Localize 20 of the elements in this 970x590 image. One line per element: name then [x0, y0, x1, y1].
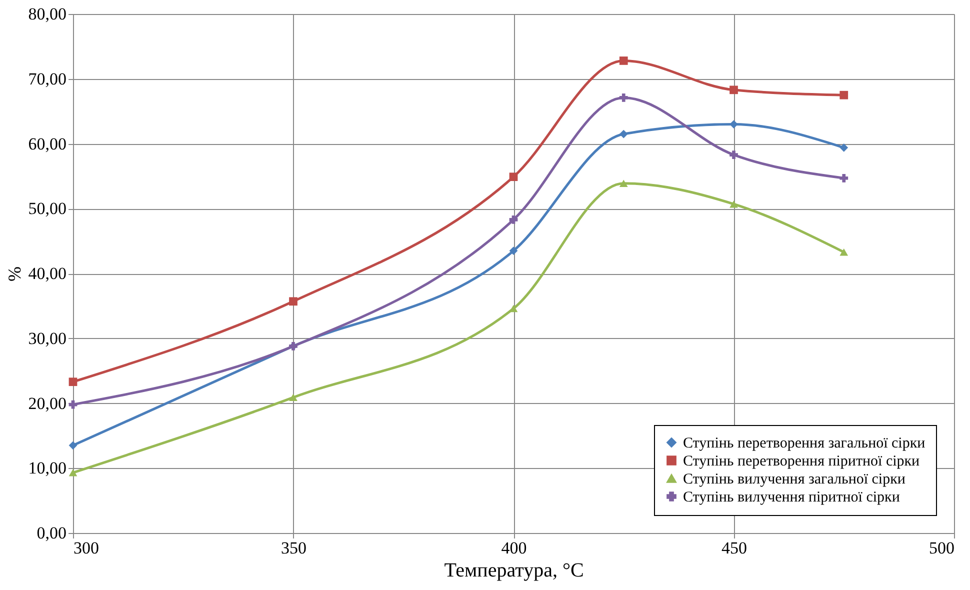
x-tick-label: 350 [281, 538, 306, 558]
y-tick-label: 60,00 [28, 134, 66, 154]
y-tick-label: 0,00 [36, 524, 66, 542]
x-axis-title: Температура, °C [444, 560, 584, 582]
legend-label: Ступінь перетворення загальної сірки [683, 436, 926, 452]
y-tick-label: 70,00 [28, 69, 66, 88]
legend-label: Ступінь вилучення загальної сірки [683, 472, 906, 488]
y-tick-label: 30,00 [28, 328, 66, 348]
legend-label: Ступінь перетворення піритної сірки [683, 454, 920, 470]
y-axis-title: % [4, 266, 24, 282]
y-tick-label: 50,00 [28, 199, 66, 218]
y-tick-label: 10,00 [28, 458, 66, 478]
x-tick-label: 500 [929, 538, 954, 558]
y-tick-label: 80,00 [28, 4, 66, 24]
y-tick-label: 20,00 [28, 394, 66, 413]
x-tick-label: 450 [722, 538, 747, 558]
y-tick-label: 40,00 [28, 264, 66, 283]
legend-label: Ступінь вилучення піритної сірки [683, 490, 900, 506]
x-tick-label: 300 [74, 538, 99, 558]
x-tick-label: 400 [501, 538, 527, 558]
